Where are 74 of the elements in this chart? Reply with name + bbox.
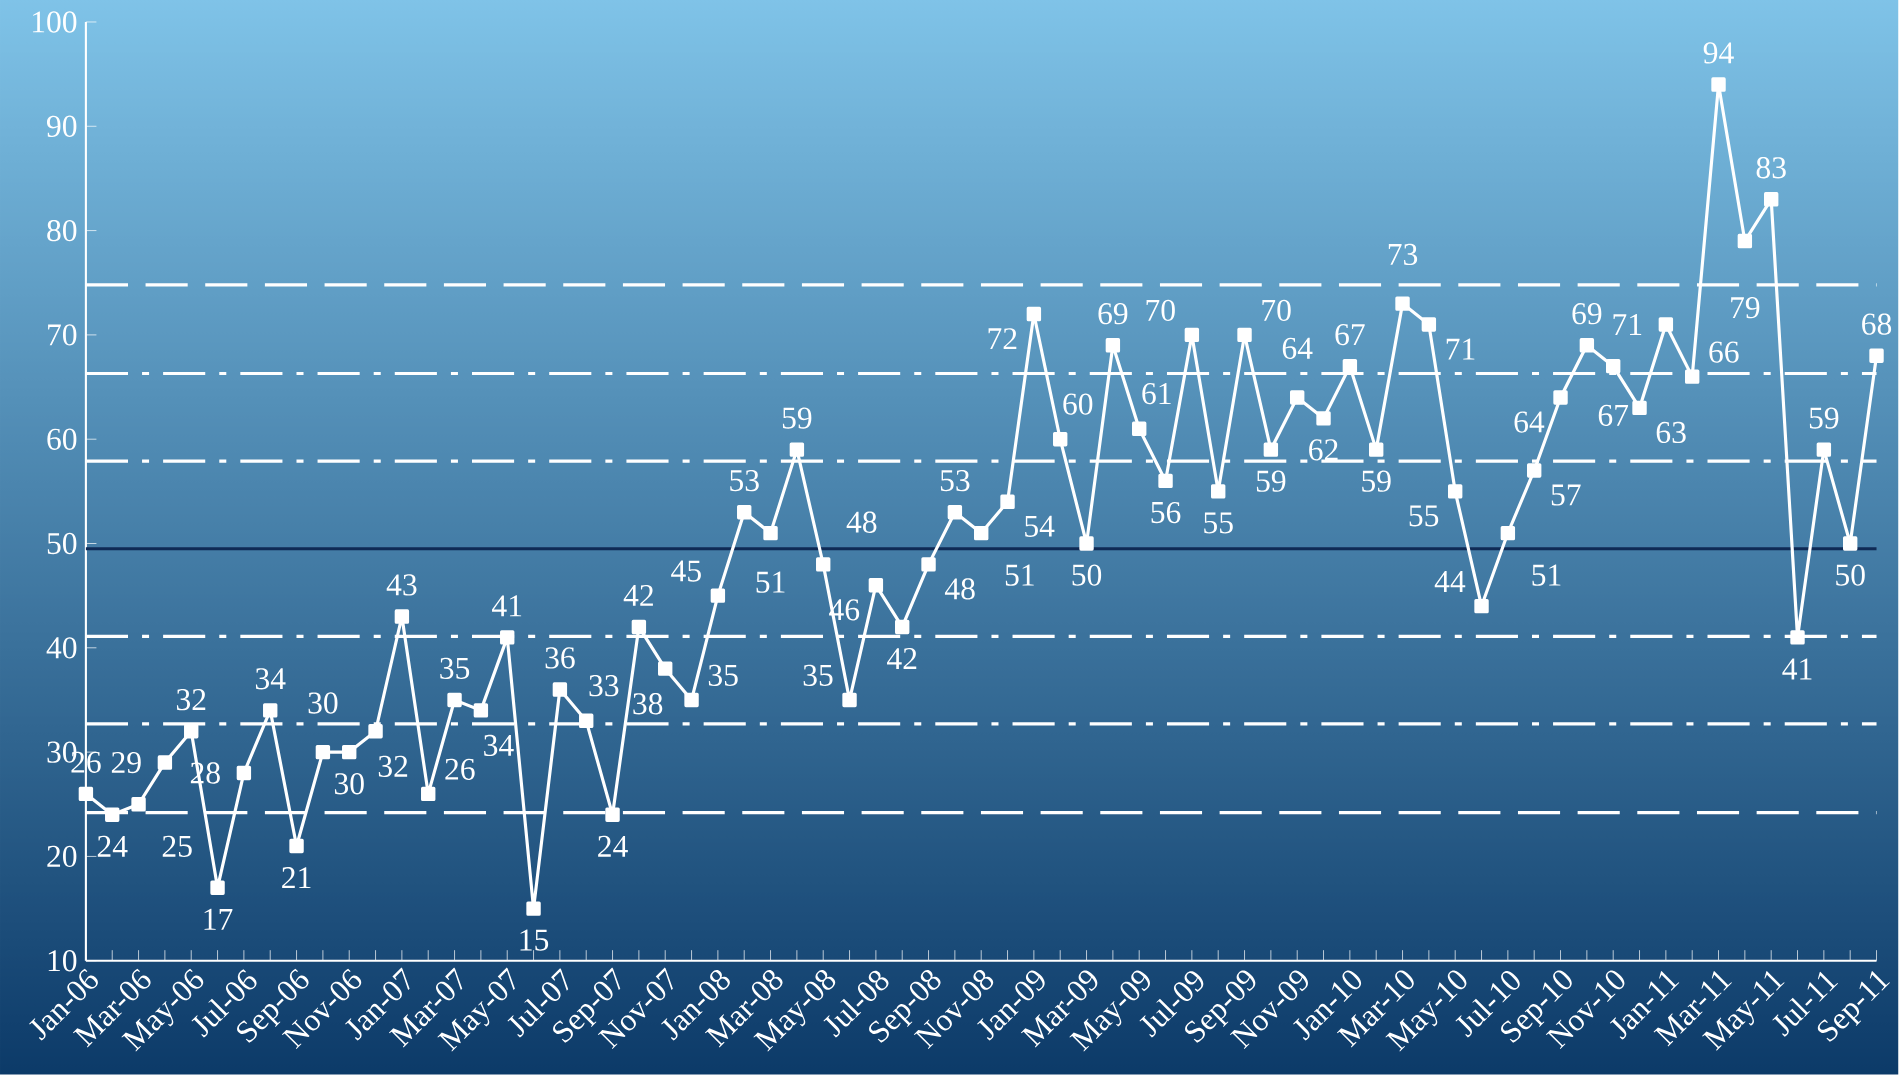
data-label: 55 xyxy=(1204,512,1233,534)
data-label: 53 xyxy=(940,470,970,492)
data-label: 17 xyxy=(204,909,233,930)
data-label: 54 xyxy=(1025,516,1055,538)
y-tick-label: 100 xyxy=(32,11,77,33)
data-label: 69 xyxy=(1572,303,1602,325)
data-label: 50 xyxy=(1072,564,1102,586)
data-label: 48 xyxy=(846,511,877,534)
y-tick-label: 70 xyxy=(48,324,77,346)
data-label: 25 xyxy=(162,835,192,858)
data-label: 59 xyxy=(1362,470,1391,493)
data-label: 42 xyxy=(623,585,653,607)
data-label: 72 xyxy=(988,328,1017,350)
data-label: 94 xyxy=(1703,42,1734,64)
data-label: 53 xyxy=(730,470,759,492)
y-tick-label: 50 xyxy=(47,533,77,555)
data-label: 51 xyxy=(756,571,785,594)
data-label: 41 xyxy=(1782,658,1812,680)
data-label: 45 xyxy=(671,560,701,582)
data-label: 55 xyxy=(1409,505,1439,527)
data-label: 38 xyxy=(633,693,663,715)
data-label: 35 xyxy=(803,664,833,687)
data-label: 50 xyxy=(1836,564,1865,586)
data-label: 51 xyxy=(1005,564,1034,587)
data-label: 30 xyxy=(334,773,364,795)
data-label: 29 xyxy=(111,752,141,774)
data-label: 67 xyxy=(1598,404,1629,427)
data-label: 34 xyxy=(255,668,286,690)
data-label: 32 xyxy=(176,689,206,711)
data-label: 48 xyxy=(944,578,975,600)
data-label: 83 xyxy=(1756,157,1786,179)
data-label: 66 xyxy=(1709,341,1739,363)
data-label: 69 xyxy=(1098,303,1128,325)
data-label: 59 xyxy=(1256,470,1286,493)
y-tick-label: 90 xyxy=(46,115,77,138)
data-label: 79 xyxy=(1731,297,1760,319)
data-label: 24 xyxy=(598,836,628,857)
data-label: 73 xyxy=(1388,244,1418,266)
data-label: 70 xyxy=(1146,299,1175,322)
data-label: 15 xyxy=(520,929,549,951)
data-label: 64 xyxy=(1514,411,1545,433)
data-label: 35 xyxy=(708,664,738,687)
data-label: 62 xyxy=(1309,439,1338,461)
y-tick-label: 40 xyxy=(46,637,77,659)
data-label: 42 xyxy=(887,648,917,670)
data-label: 64 xyxy=(1282,337,1313,360)
data-label: 26 xyxy=(445,758,475,781)
data-label: 30 xyxy=(308,692,338,714)
data-label: 59 xyxy=(1809,407,1839,429)
data-label: 33 xyxy=(589,675,619,697)
data-label: 60 xyxy=(1063,393,1093,415)
data-label: 56 xyxy=(1151,502,1181,524)
data-label: 21 xyxy=(282,867,311,889)
data-label: 43 xyxy=(386,574,417,596)
y-tick-label: 60 xyxy=(47,428,77,451)
data-label: 35 xyxy=(440,657,470,680)
data-label: 68 xyxy=(1862,313,1892,336)
data-label: 70 xyxy=(1262,299,1291,322)
data-label: 34 xyxy=(484,735,514,757)
data-label: 36 xyxy=(545,647,575,669)
data-label: 59 xyxy=(782,407,812,429)
data-label: 57 xyxy=(1551,484,1581,506)
data-label: 67 xyxy=(1335,324,1365,346)
data-label: 32 xyxy=(378,755,408,778)
y-tick-label: 80 xyxy=(47,220,77,242)
y-tick-label: 20 xyxy=(47,845,77,868)
data-label: 71 xyxy=(1446,338,1475,360)
data-label: 51 xyxy=(1532,564,1561,587)
data-label: 71 xyxy=(1613,314,1642,336)
data-label: 41 xyxy=(492,595,522,617)
data-label: 63 xyxy=(1656,422,1686,444)
data-label: 24 xyxy=(97,836,128,857)
data-label: 44 xyxy=(1434,571,1466,593)
data-label: 61 xyxy=(1142,383,1171,405)
